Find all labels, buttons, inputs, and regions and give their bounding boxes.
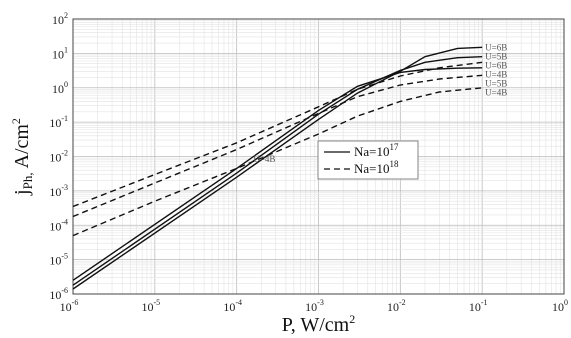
curve-end-label: U=6B: [485, 42, 507, 52]
legend-label-na18: Na=1018: [354, 159, 399, 176]
curve-na17-u6b: [72, 46, 483, 290]
x-tick-label: 100: [552, 298, 568, 314]
x-tick-label: 10-1: [469, 298, 488, 314]
y-tick-label: 10-6: [49, 286, 68, 302]
curve-end-label: U=6B: [485, 61, 507, 71]
legend: Na=1017 Na=1018: [317, 140, 419, 180]
curve-na18-u4b: [72, 87, 483, 237]
curve-end-label: U=5B: [485, 79, 507, 89]
x-axis-title: P, W/cm2: [282, 312, 355, 336]
y-tick-label: 10-4: [49, 217, 68, 233]
legend-box: [317, 140, 419, 180]
x-tick-label: 10-2: [387, 298, 406, 314]
curve-na17-u4b: [72, 67, 483, 281]
curve-labels: U=6BU=5BU=6BU=4BU=5BU=4BU=4B: [253, 42, 507, 164]
curve-end-label: U=4B: [485, 88, 507, 98]
x-tick-label: 10-4: [223, 298, 242, 314]
y-tick-label: 100: [52, 80, 68, 96]
curve-end-label: U=5B: [485, 52, 507, 62]
legend-label-na17: Na=1017: [354, 142, 399, 159]
curve-na18-u5b: [72, 74, 483, 218]
curve-end-label: U=4B: [485, 70, 507, 80]
plot-frame: [72, 18, 565, 295]
y-tick-label: 10-1: [49, 114, 68, 130]
curve-na18-u6b: [72, 61, 483, 208]
y-axis-title: jPh, A/cm2: [9, 118, 35, 196]
y-tick-label: 10-2: [49, 149, 68, 165]
x-tick-label: 10-6: [60, 298, 79, 314]
y-tick-label: 102: [52, 11, 68, 27]
series-group: [72, 46, 483, 290]
curve-annotation: U=4B: [253, 154, 275, 164]
y-tick-label: 101: [52, 45, 68, 61]
x-tick-label: 10-5: [141, 298, 160, 314]
y-tick-label: 10-5: [49, 252, 68, 268]
y-tick-label: 10-3: [49, 183, 68, 199]
x-tick-labels: 10-6 10-5 10-4 10-3 10-2 10-1 100: [60, 298, 568, 314]
y-tick-labels: 102 101 100 10-1 10-2 10-3 10-4 10-5 10-6: [49, 11, 68, 302]
x-tick-label: 10-3: [305, 298, 324, 314]
